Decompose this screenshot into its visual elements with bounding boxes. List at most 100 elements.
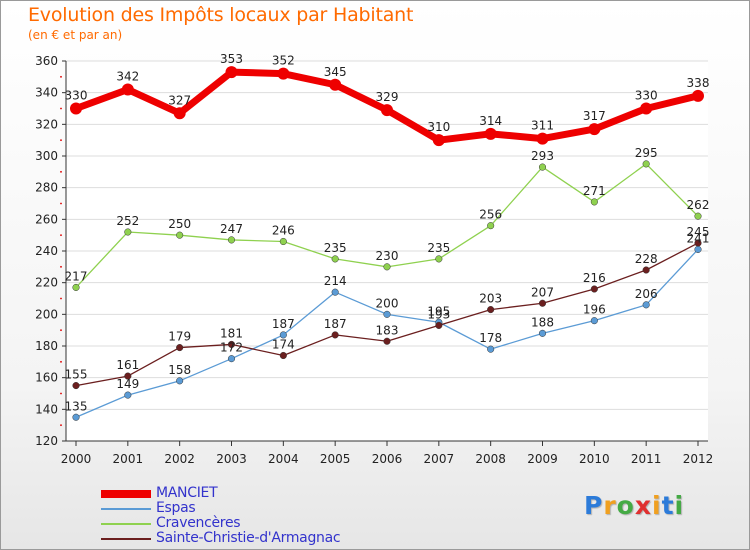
data-label: 330 <box>65 89 88 103</box>
data-label: 235 <box>427 241 450 255</box>
data-point <box>381 104 393 117</box>
data-label: 188 <box>531 315 554 329</box>
data-point <box>176 231 184 239</box>
data-point <box>331 288 339 296</box>
y-tick-labels: 120 140 160 180 200 220 240 260 280 300 320 340 360 <box>35 54 58 448</box>
data-label: 338 <box>687 76 710 90</box>
data-point <box>383 337 391 345</box>
y-tick-label: 220 <box>35 276 58 290</box>
data-point <box>538 329 547 337</box>
data-label: 342 <box>116 70 139 84</box>
data-point <box>487 306 495 314</box>
data-label: 256 <box>479 208 502 222</box>
minor-tick <box>60 329 62 332</box>
data-label: 217 <box>65 269 88 283</box>
data-point <box>279 351 287 360</box>
data-point <box>329 78 342 91</box>
legend-item: MANCIET <box>101 485 401 501</box>
data-label: 172 <box>220 341 243 355</box>
data-label: 179 <box>168 330 191 344</box>
data-point <box>121 83 134 96</box>
data-point <box>279 237 287 246</box>
data-label: 149 <box>116 377 139 391</box>
x-tick-label: 2004 <box>268 452 299 466</box>
legend-swatch <box>101 523 151 525</box>
data-label: 187 <box>272 317 295 331</box>
data-label: 345 <box>324 65 347 79</box>
legend-swatch <box>101 538 151 540</box>
data-point <box>72 382 80 390</box>
data-point <box>692 89 704 102</box>
data-point <box>176 344 184 352</box>
x-tick-label: 2012 <box>683 452 714 466</box>
data-label: 214 <box>324 274 347 288</box>
x-tick-label: 2006 <box>372 452 403 466</box>
legend: MANCIET Espas Cravencères Sainte-Christie-d… <box>101 485 401 546</box>
data-label: 187 <box>324 317 347 331</box>
chart-title: Evolution des Impôts locaux par Habitant <box>28 4 414 26</box>
x-tick-label: 2010 <box>579 452 610 466</box>
data-point <box>538 299 547 307</box>
legend-swatch <box>101 490 151 498</box>
data-point <box>588 123 601 136</box>
x-tick-labels: 2000 2001 2002 2003 2004 2005 2006 2007 2008 2009… <box>61 452 714 466</box>
data-label: 235 <box>324 241 347 255</box>
logo-letter: x <box>634 491 652 520</box>
data-point <box>432 134 445 147</box>
x-tick-label: 2002 <box>164 452 195 466</box>
data-point <box>642 160 650 168</box>
data-label: 295 <box>635 146 658 160</box>
data-label: 183 <box>376 323 399 337</box>
x-tick-label: 2009 <box>527 452 558 466</box>
data-point <box>487 222 495 230</box>
data-point <box>227 355 236 363</box>
legend-item: Cravencères <box>101 515 401 531</box>
data-label: 317 <box>583 109 606 123</box>
x-tick-label: 2007 <box>424 452 455 466</box>
y-tick-label: 360 <box>35 54 58 68</box>
data-point <box>72 413 80 421</box>
data-label: 135 <box>65 399 88 413</box>
data-point <box>484 127 497 140</box>
minor-tick <box>60 360 62 363</box>
legend-item: Sainte-Christie-d'Armagnac <box>101 530 401 546</box>
data-point <box>538 163 547 171</box>
data-point <box>694 245 702 253</box>
legend-item: Espas <box>101 500 401 516</box>
data-point <box>331 331 339 339</box>
minor-tick <box>60 75 62 78</box>
data-label: 193 <box>427 307 450 321</box>
data-label: 241 <box>687 231 710 245</box>
data-label: 200 <box>376 296 399 310</box>
legend-label: Espas <box>156 500 196 516</box>
data-label: 250 <box>168 217 191 231</box>
y-tick-label: 200 <box>35 307 58 321</box>
logo-letter: o <box>616 491 635 520</box>
data-label: 352 <box>272 54 295 68</box>
data-point <box>176 377 184 385</box>
minor-tick <box>60 234 62 237</box>
data-label: 230 <box>376 249 399 263</box>
data-label: 245 <box>687 225 710 239</box>
data-point <box>124 391 132 399</box>
y-tick-label: 140 <box>35 402 58 416</box>
data-label: 158 <box>168 363 191 377</box>
data-point <box>124 228 132 236</box>
x-tick-label: 2008 <box>475 452 506 466</box>
legend-swatch <box>101 508 151 510</box>
data-point <box>590 317 598 325</box>
data-label: 247 <box>220 222 243 236</box>
data-label: 228 <box>635 252 658 266</box>
data-point <box>227 340 236 348</box>
minor-tick <box>60 392 62 395</box>
data-label: 203 <box>479 292 502 306</box>
minor-tick <box>60 107 62 110</box>
minor-tick <box>60 202 62 205</box>
data-point <box>435 255 443 263</box>
data-point <box>124 372 132 380</box>
series-lines <box>70 66 704 421</box>
logo-letter: t <box>661 491 675 520</box>
data-label: 271 <box>583 184 606 198</box>
logo-letter: P <box>584 491 604 520</box>
